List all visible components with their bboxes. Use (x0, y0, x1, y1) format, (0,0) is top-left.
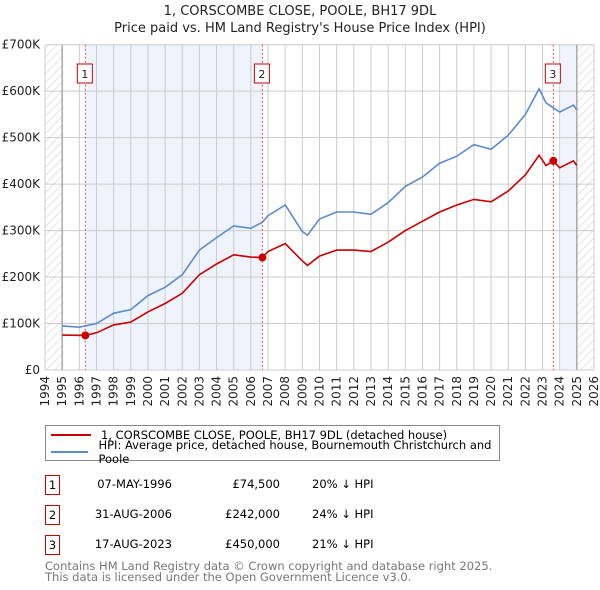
sale-hpi-diff: 21% ↓ HPI (312, 537, 374, 551)
hatched-no-data-area (45, 44, 63, 370)
x-tick-label: 2011 (330, 376, 344, 407)
x-tick-label: 2008 (278, 376, 292, 407)
sale-label-box (253, 63, 270, 84)
price-chart: 1 2 3 £0 £100K £200K £300K £400K £500K £600K £700K… (2, 38, 600, 407)
x-tick-label: 2003 (192, 376, 206, 407)
chart-legend: 1, CORSCOMBE CLOSE, POOLE, BH17 9DL (det… (45, 425, 500, 466)
x-tick-label: 2015 (398, 376, 412, 407)
sale-date: 07-MAY-1996 (97, 477, 172, 491)
x-tick-label: 2022 (518, 376, 532, 407)
sale-point (81, 331, 90, 340)
x-tick-label: 1994 (38, 376, 52, 407)
sale-price: £242,000 (225, 507, 280, 521)
y-tick-label: £600K (2, 84, 42, 98)
hatched-no-data-area (576, 44, 594, 370)
y-tick-label: £700K (2, 38, 42, 52)
x-tick-label: 2016 (415, 376, 429, 407)
x-tick-label: 2007 (261, 376, 275, 407)
footer-copyright: Contains HM Land Registry data © Crown c… (45, 559, 493, 573)
y-tick-label: £200K (2, 270, 42, 284)
sale-number-badge: 3 (45, 535, 60, 555)
sale-price: £74,500 (232, 477, 280, 491)
x-tick-label: 2014 (381, 376, 395, 407)
shaded-period (85, 44, 263, 370)
x-tick-label: 1999 (124, 376, 138, 407)
shaded-period (560, 44, 577, 370)
x-tick-label: 2025 (570, 376, 584, 407)
sale-row: 2 31-AUG-2006 £242,000 24% ↓ HPI (45, 505, 445, 525)
x-tick-label: 2009 (295, 376, 309, 407)
x-tick-label: 2024 (553, 376, 567, 407)
x-tick-label: 2001 (158, 376, 172, 407)
sale-point (258, 253, 267, 262)
sale-row: 3 17-AUG-2023 £450,000 21% ↓ HPI (45, 535, 445, 555)
legend-red-line (51, 434, 91, 436)
sale-hpi-diff: 20% ↓ HPI (312, 477, 374, 491)
x-tick-label: 2002 (175, 376, 189, 407)
x-tick-label: 1996 (72, 376, 86, 407)
legend-item-property: 1, CORSCOMBE CLOSE, POOLE, BH17 9DL (det… (51, 427, 447, 443)
sale-number-badge: 2 (45, 505, 60, 525)
legend-blue-line (51, 451, 89, 453)
sale-label-box (544, 63, 561, 84)
x-tick-label: 2006 (244, 376, 258, 407)
y-tick-label: £100K (2, 317, 42, 331)
sale-label: 1 (81, 68, 88, 81)
sale-label: 3 (549, 68, 556, 81)
x-tick-label: 2020 (484, 376, 498, 407)
sale-date: 31-AUG-2006 (94, 507, 172, 521)
x-tick-label: 2017 (433, 376, 447, 407)
hpi-series-line (62, 87, 578, 329)
x-tick-label: 2010 (313, 376, 327, 407)
chart-subtitle: Price paid vs. HM Land Registry's House … (114, 21, 486, 36)
x-tick-label: 2026 (587, 376, 600, 407)
y-tick-label: £300K (2, 224, 42, 238)
sale-date: 17-AUG-2023 (94, 537, 172, 551)
sale-hpi-diff: 24% ↓ HPI (312, 507, 374, 521)
legend-label-hpi: HPI: Average price, detached house, Bour… (98, 438, 492, 466)
sale-label: 2 (258, 68, 265, 81)
x-tick-label: 2012 (347, 376, 361, 407)
x-tick-label: 2023 (536, 376, 550, 407)
property-series-line (62, 153, 578, 337)
x-tick-label: 2005 (227, 376, 241, 407)
x-tick-label: 1995 (55, 376, 69, 407)
sale-point (549, 156, 558, 165)
x-tick-label: 1997 (89, 376, 103, 407)
y-tick-label: £0 (25, 363, 40, 377)
footer-licence: This data is licensed under the Open Gov… (45, 570, 412, 584)
x-tick-label: 2021 (501, 376, 515, 407)
legend-item-hpi: HPI: Average price, detached house, Bour… (51, 438, 499, 466)
x-tick-label: 2018 (450, 376, 464, 407)
x-tick-label: 2000 (141, 376, 155, 407)
sale-number-badge: 1 (45, 475, 60, 495)
x-tick-label: 1998 (107, 376, 121, 407)
y-tick-label: £400K (2, 177, 42, 191)
y-tick-label: £500K (2, 131, 42, 145)
x-tick-label: 2013 (364, 376, 378, 407)
x-tick-label: 2004 (210, 376, 224, 407)
sale-row: 1 07-MAY-1996 £74,500 20% ↓ HPI (45, 475, 445, 495)
sale-price: £450,000 (225, 537, 280, 551)
x-tick-label: 2019 (467, 376, 481, 407)
sale-label-box (76, 63, 93, 84)
chart-title: 1, CORSCOMBE CLOSE, POOLE, BH17 9DL (163, 4, 437, 19)
legend-label-property: 1, CORSCOMBE CLOSE, POOLE, BH17 9DL (det… (101, 428, 448, 442)
